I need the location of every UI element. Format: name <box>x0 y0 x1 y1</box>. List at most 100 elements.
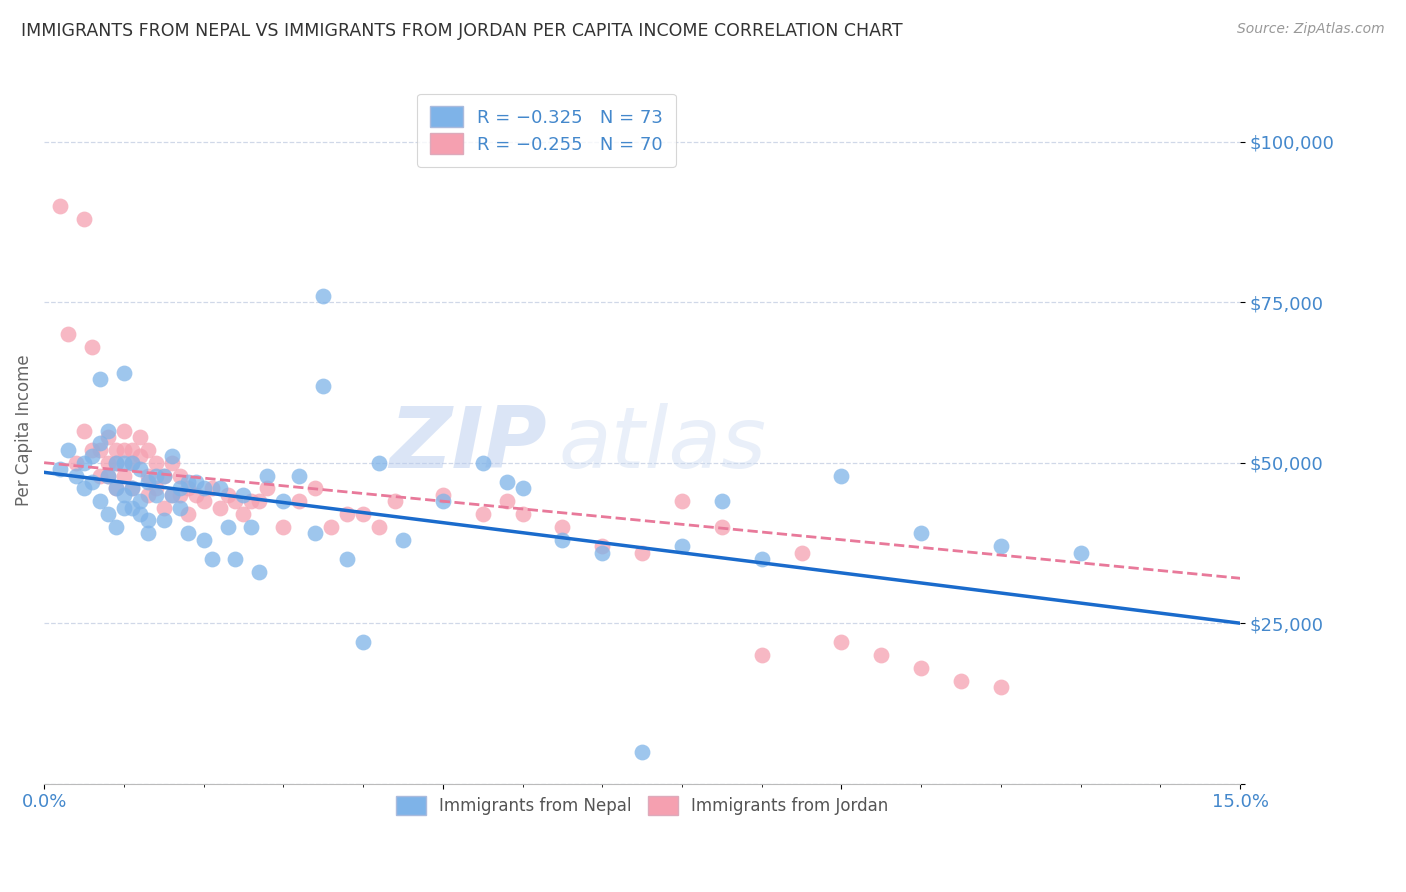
Point <box>256 468 278 483</box>
Point <box>176 507 198 521</box>
Point <box>160 456 183 470</box>
Point <box>104 520 127 534</box>
Point <box>208 500 231 515</box>
Point <box>495 475 517 489</box>
Point <box>80 340 103 354</box>
Point <box>145 482 167 496</box>
Point <box>392 533 415 547</box>
Point <box>184 488 207 502</box>
Point <box>121 500 143 515</box>
Point <box>104 482 127 496</box>
Point <box>304 482 326 496</box>
Point <box>232 488 254 502</box>
Point <box>97 430 120 444</box>
Point <box>80 442 103 457</box>
Point <box>104 442 127 457</box>
Point <box>830 468 852 483</box>
Point <box>152 468 174 483</box>
Point <box>352 507 374 521</box>
Point <box>49 199 72 213</box>
Point <box>128 450 150 464</box>
Point <box>104 456 127 470</box>
Point <box>112 456 135 470</box>
Point <box>176 475 198 489</box>
Point <box>551 520 574 534</box>
Point <box>312 289 335 303</box>
Point <box>471 507 494 521</box>
Point <box>200 482 222 496</box>
Point <box>273 494 295 508</box>
Text: IMMIGRANTS FROM NEPAL VS IMMIGRANTS FROM JORDAN PER CAPITA INCOME CORRELATION CH: IMMIGRANTS FROM NEPAL VS IMMIGRANTS FROM… <box>21 22 903 40</box>
Point <box>128 507 150 521</box>
Point <box>240 520 263 534</box>
Point <box>336 552 359 566</box>
Point <box>224 552 246 566</box>
Point <box>471 456 494 470</box>
Point <box>169 500 191 515</box>
Point <box>512 482 534 496</box>
Point <box>89 442 111 457</box>
Point <box>89 372 111 386</box>
Point <box>217 520 239 534</box>
Point <box>208 482 231 496</box>
Point <box>128 430 150 444</box>
Point <box>193 482 215 496</box>
Point <box>73 456 96 470</box>
Point <box>671 539 693 553</box>
Point <box>950 673 973 688</box>
Point <box>121 456 143 470</box>
Point <box>97 424 120 438</box>
Point <box>224 494 246 508</box>
Point <box>176 526 198 541</box>
Point <box>384 494 406 508</box>
Point <box>336 507 359 521</box>
Point <box>193 533 215 547</box>
Point <box>136 442 159 457</box>
Point <box>176 482 198 496</box>
Point <box>495 494 517 508</box>
Point <box>152 468 174 483</box>
Point <box>184 475 207 489</box>
Point <box>136 488 159 502</box>
Point <box>65 456 87 470</box>
Point <box>89 468 111 483</box>
Point <box>710 494 733 508</box>
Point <box>247 565 270 579</box>
Point <box>112 500 135 515</box>
Point <box>97 507 120 521</box>
Point <box>551 533 574 547</box>
Point <box>512 507 534 521</box>
Point <box>56 327 79 342</box>
Point <box>830 635 852 649</box>
Point <box>49 462 72 476</box>
Point <box>288 468 311 483</box>
Point <box>152 500 174 515</box>
Point <box>990 539 1012 553</box>
Point <box>352 635 374 649</box>
Point <box>273 520 295 534</box>
Point <box>304 526 326 541</box>
Point <box>160 488 183 502</box>
Point <box>288 494 311 508</box>
Point <box>73 211 96 226</box>
Point <box>121 456 143 470</box>
Point <box>870 648 893 663</box>
Point <box>232 507 254 521</box>
Point <box>193 494 215 508</box>
Point <box>112 366 135 380</box>
Point <box>751 648 773 663</box>
Point <box>136 513 159 527</box>
Point <box>145 456 167 470</box>
Point <box>121 482 143 496</box>
Point <box>432 488 454 502</box>
Point <box>591 539 613 553</box>
Point <box>112 468 135 483</box>
Point <box>136 526 159 541</box>
Point <box>312 378 335 392</box>
Text: ZIP: ZIP <box>389 403 547 486</box>
Point <box>97 456 120 470</box>
Point <box>169 482 191 496</box>
Point <box>631 545 654 559</box>
Point <box>321 520 343 534</box>
Point <box>112 424 135 438</box>
